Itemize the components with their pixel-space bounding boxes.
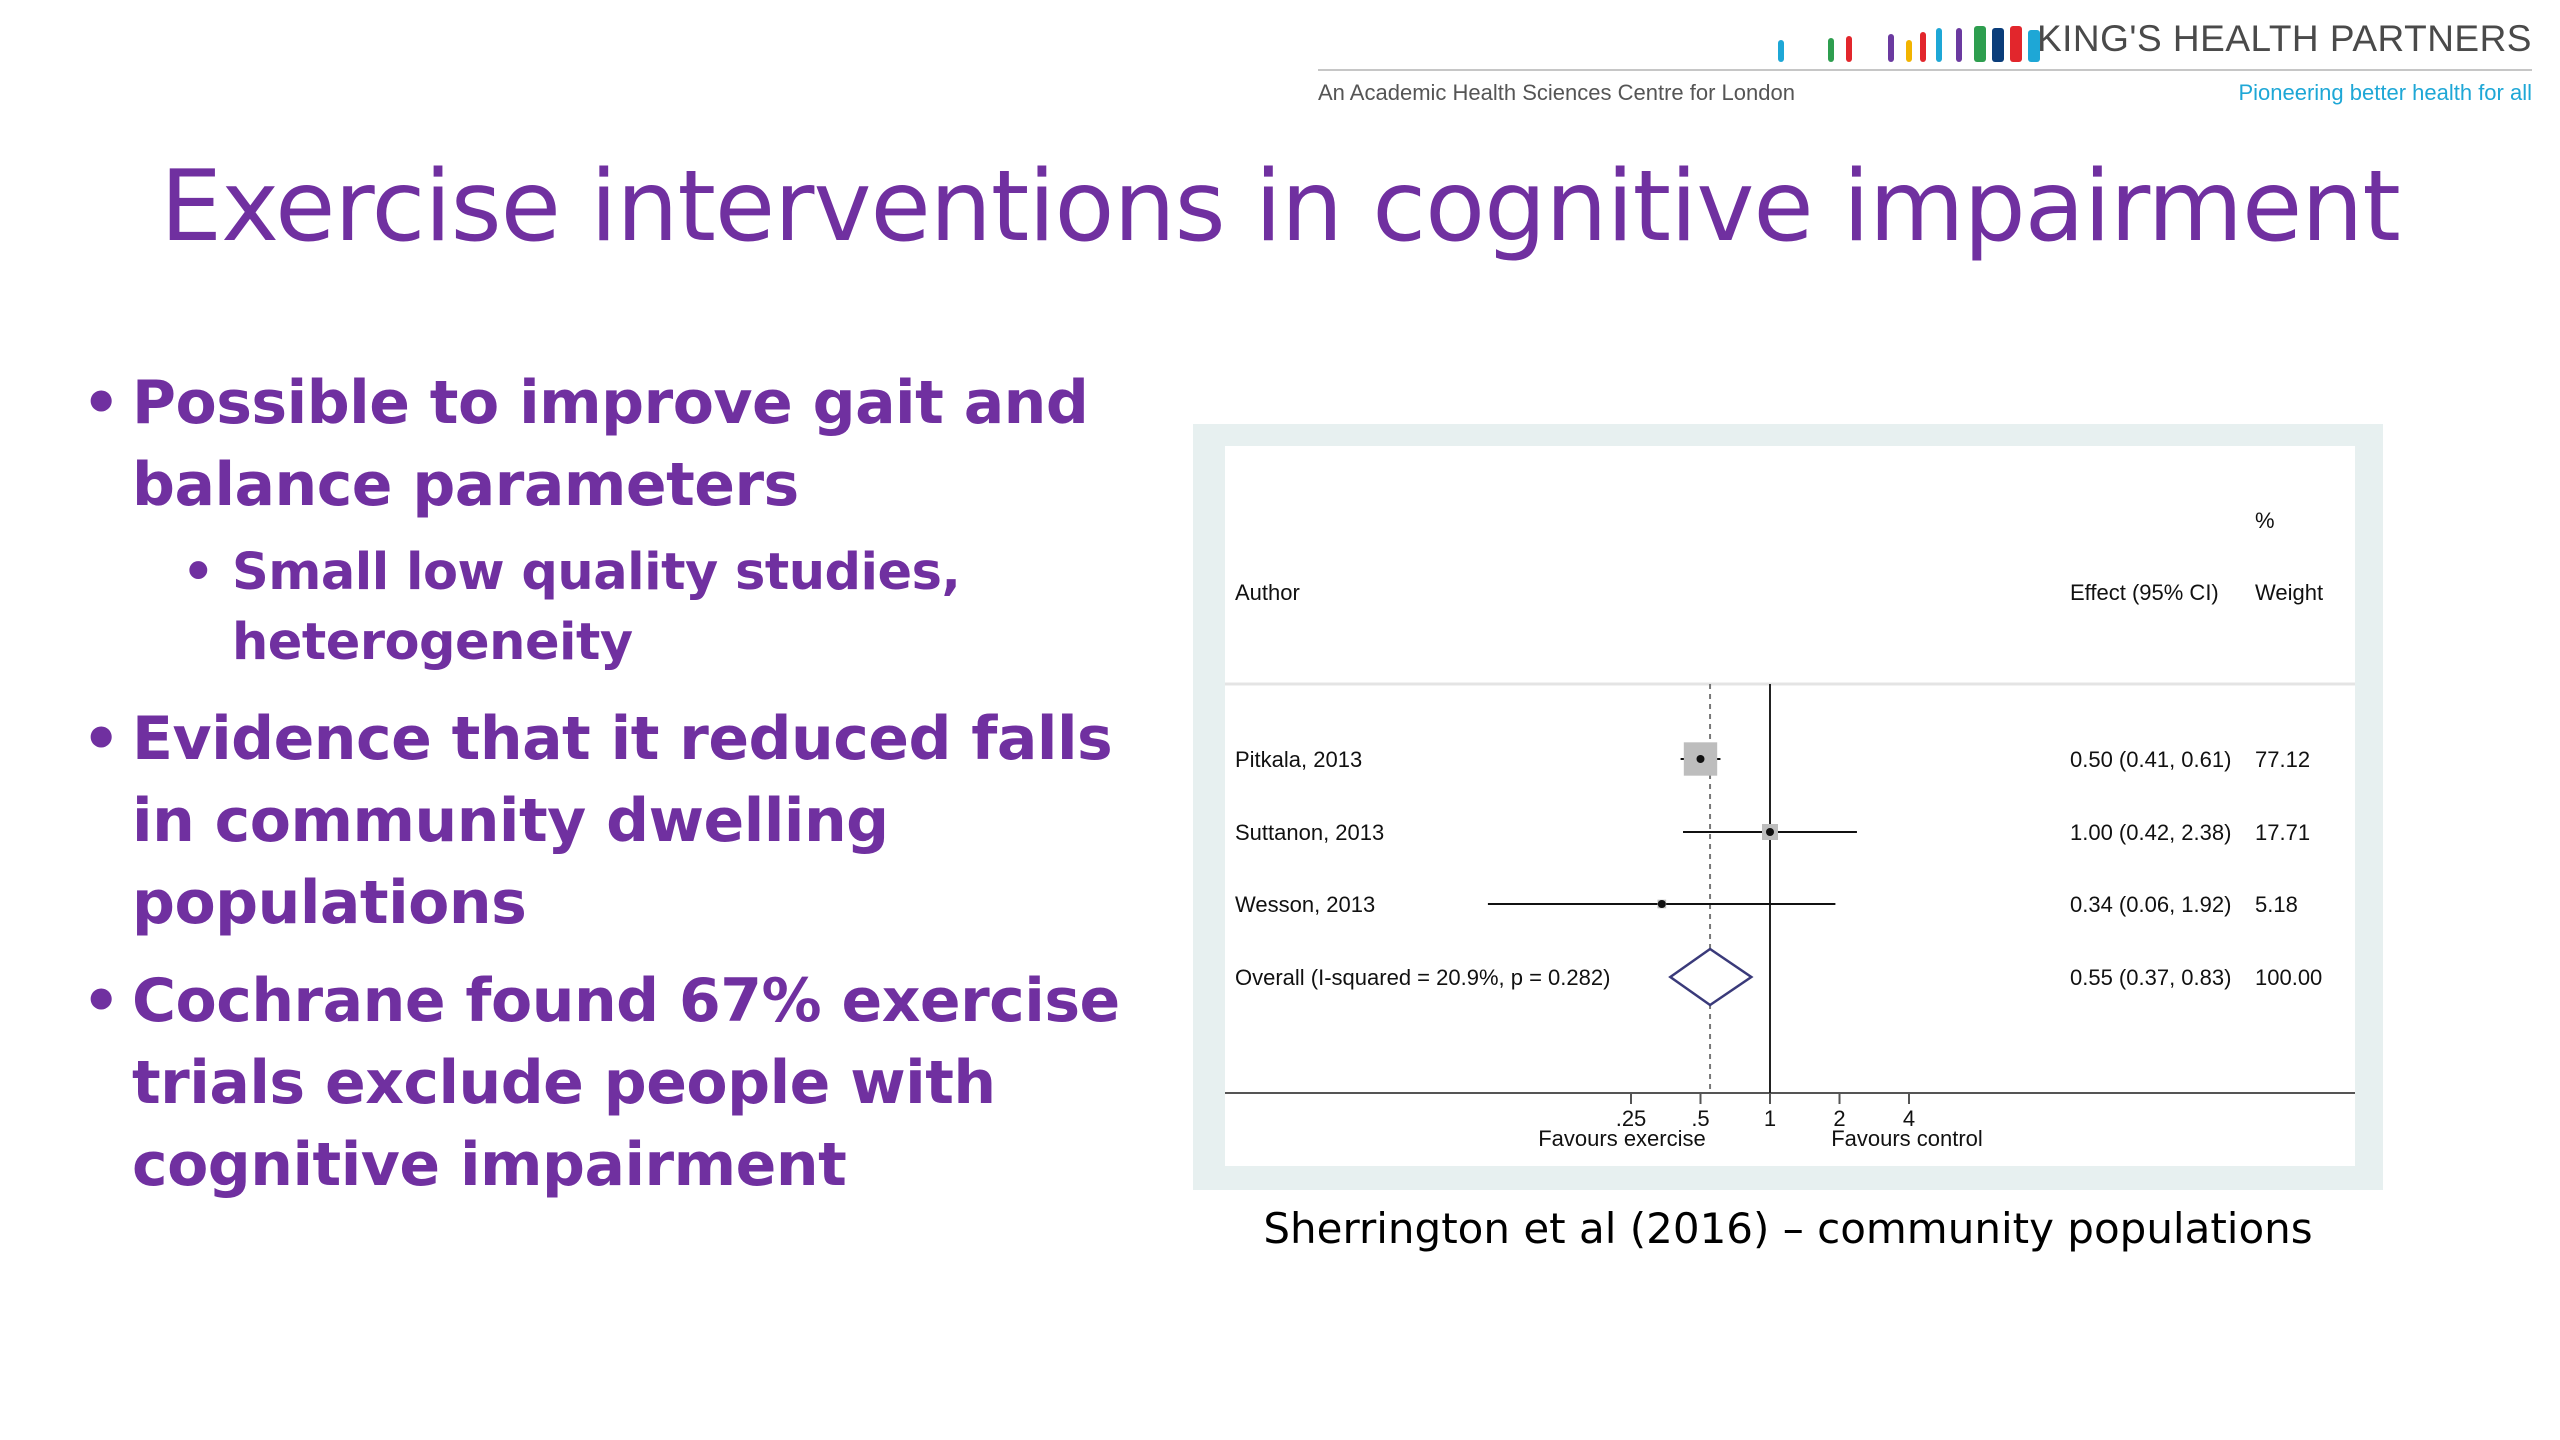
study-author-label: Wesson, 2013 — [1235, 892, 1375, 917]
bullet-list: Possible to improve gait and balance par… — [82, 362, 1152, 1222]
study-weight-label: 77.12 — [2255, 747, 2310, 772]
study-point — [1696, 755, 1705, 763]
overall-effect-label: 0.55 (0.37, 0.83) — [2070, 965, 2231, 990]
brand-tagline: An Academic Health Sciences Centre for L… — [1318, 80, 1795, 105]
study-author-label: Pitkala, 2013 — [1235, 747, 1362, 772]
author-header: Author — [1235, 580, 1300, 605]
study-point — [1657, 900, 1666, 908]
logo-figure-mark — [1778, 40, 1784, 62]
overall-label: Overall (I-squared = 20.9%, p = 0.282) — [1235, 965, 1610, 990]
forest-plot: % Author Effect (95% CI) Weight Pitkala,… — [1225, 446, 2355, 1166]
study-effect-label: 1.00 (0.42, 2.38) — [2070, 820, 2231, 845]
logo-figure-mark — [1846, 36, 1852, 62]
logo-figure-mark — [2010, 26, 2022, 62]
logo-figure-mark — [1974, 26, 1986, 62]
x-tick-label: 4 — [1903, 1106, 1915, 1131]
logo-figure-mark — [1888, 34, 1894, 62]
study-weight-label: 5.18 — [2255, 892, 2298, 917]
bullet-item: Evidence that it reduced falls in commun… — [82, 698, 1152, 944]
weight-header: Weight — [2255, 580, 2323, 605]
x-label-right: Favours control — [1831, 1126, 1983, 1151]
study-effect-label: 0.34 (0.06, 1.92) — [2070, 892, 2231, 917]
sub-bullet-item: Small low quality studies, heterogeneity — [182, 538, 1152, 678]
figure-caption: Sherrington et al (2016) – community pop… — [1263, 1204, 2313, 1253]
bullet-item: Cochrane found 67% exercise trials exclu… — [82, 960, 1152, 1206]
forest-plot-figure: % Author Effect (95% CI) Weight Pitkala,… — [1193, 424, 2383, 1190]
study-weight-label: 17.71 — [2255, 820, 2310, 845]
x-tick-label: .25 — [1616, 1106, 1647, 1131]
logo-figure-mark — [1920, 32, 1926, 62]
x-tick-label: 2 — [1833, 1106, 1845, 1131]
x-tick-label: 1 — [1764, 1106, 1776, 1131]
brand-slogan: Pioneering better health for all — [2238, 80, 2532, 105]
bullet-item: Possible to improve gait and balance par… — [82, 362, 1152, 526]
study-author-label: Suttanon, 2013 — [1235, 820, 1384, 845]
overall-weight-label: 100.00 — [2255, 965, 2322, 990]
weight-percent-header: % — [2255, 508, 2275, 533]
slide-title: Exercise interventions in cognitive impa… — [160, 150, 2401, 264]
x-label-left: Favours exercise — [1538, 1126, 1706, 1151]
brand-divider — [1318, 69, 2532, 71]
brand-header: KING'S HEALTH PARTNERS An Academic Healt… — [1310, 14, 2532, 114]
brand-logo-icon — [1778, 26, 2040, 62]
logo-figure-mark — [1936, 28, 1942, 62]
brand-name: KING'S HEALTH PARTNERS — [2036, 18, 2532, 59]
logo-figure-mark — [1956, 28, 1962, 62]
logo-figure-mark — [1828, 38, 1834, 62]
x-tick-label: .5 — [1691, 1106, 1709, 1131]
study-point — [1766, 828, 1774, 836]
logo-figure-mark — [1906, 40, 1912, 62]
logo-figure-mark — [2028, 30, 2040, 62]
study-effect-label: 0.50 (0.41, 0.61) — [2070, 747, 2231, 772]
logo-figure-mark — [1992, 28, 2004, 62]
overall-diamond — [1668, 947, 1754, 1007]
effect-header: Effect (95% CI) — [2070, 580, 2219, 605]
forest-plot-svg: % Author Effect (95% CI) Weight Pitkala,… — [1225, 508, 2355, 1151]
